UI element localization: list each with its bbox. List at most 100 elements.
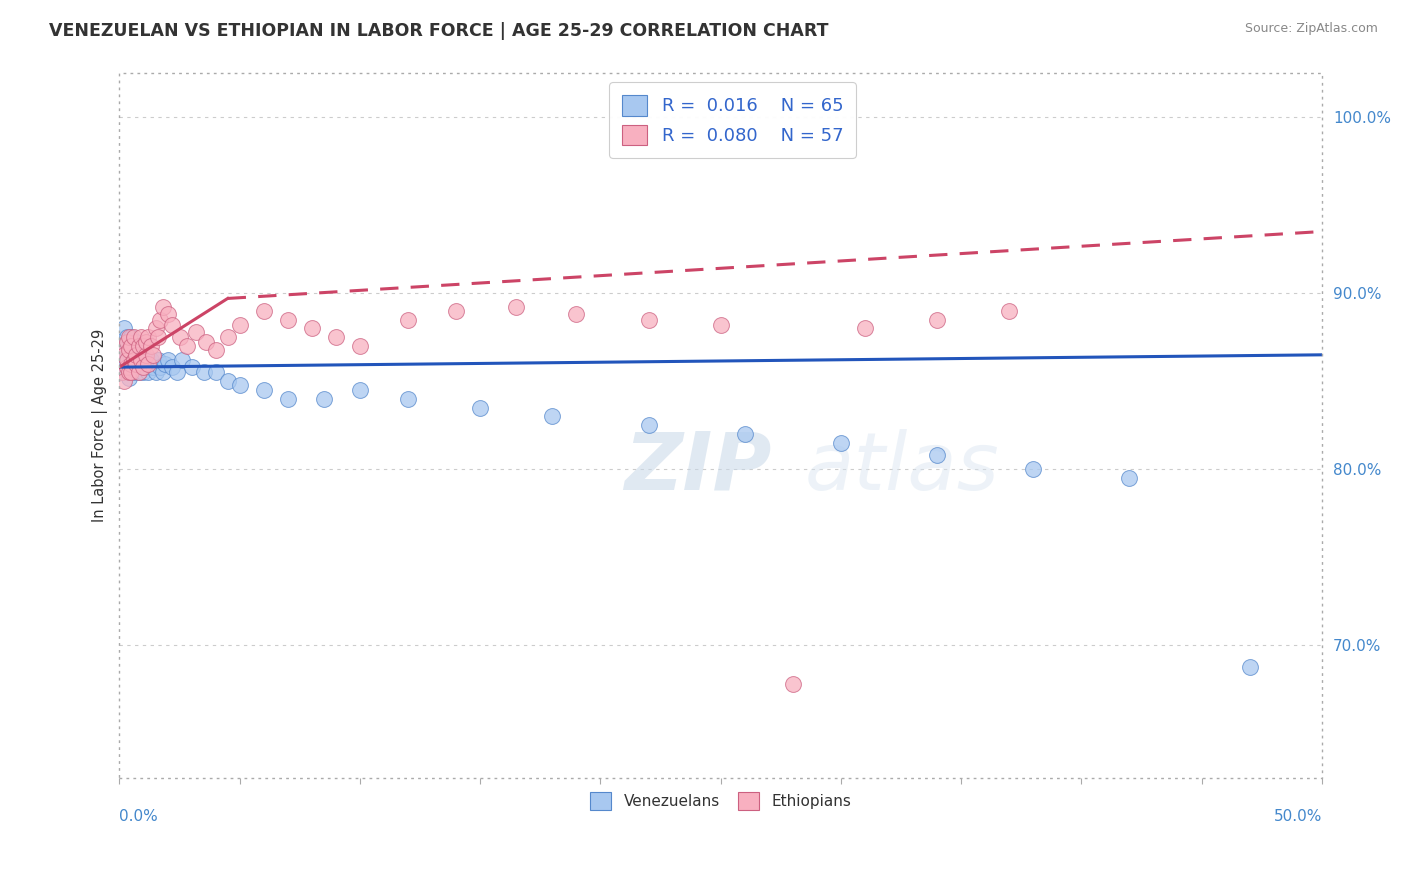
Point <box>169 330 191 344</box>
Point <box>121 351 143 366</box>
Point <box>162 360 184 375</box>
Point <box>146 353 169 368</box>
Point <box>149 360 172 375</box>
Point <box>166 366 188 380</box>
Point <box>734 427 756 442</box>
Point <box>135 348 157 362</box>
Point <box>228 318 250 332</box>
Point <box>125 357 148 371</box>
Point <box>125 335 148 350</box>
Point <box>156 353 179 368</box>
Point <box>122 339 145 353</box>
Point <box>112 321 135 335</box>
Point <box>186 325 208 339</box>
Point <box>118 366 141 380</box>
Point <box>145 321 167 335</box>
Point <box>830 436 852 450</box>
Point <box>111 357 134 371</box>
Point <box>129 330 152 344</box>
Point <box>112 339 135 353</box>
Point <box>153 357 176 371</box>
Point <box>396 392 419 406</box>
Point <box>132 339 155 353</box>
Point <box>121 357 143 371</box>
Point <box>122 353 145 368</box>
Point <box>115 360 138 375</box>
Point <box>115 330 138 344</box>
Point <box>253 383 276 397</box>
Point <box>136 357 159 371</box>
Point <box>1239 659 1261 673</box>
Point <box>111 366 134 380</box>
Point <box>312 392 335 406</box>
Point <box>301 321 323 335</box>
Point <box>115 360 138 375</box>
Text: 50.0%: 50.0% <box>1274 809 1322 824</box>
Point <box>121 366 143 380</box>
Point <box>136 330 159 344</box>
Point <box>122 357 145 371</box>
Point <box>505 300 527 314</box>
Point <box>349 383 371 397</box>
Point <box>128 366 150 380</box>
Point <box>853 321 876 335</box>
Point <box>112 348 135 362</box>
Point <box>136 357 159 371</box>
Point <box>162 318 184 332</box>
Point <box>121 339 143 353</box>
Point <box>204 366 226 380</box>
Point <box>118 370 141 384</box>
Point <box>565 307 588 321</box>
Point <box>118 346 141 360</box>
Point <box>128 339 150 353</box>
Text: ZIP: ZIP <box>624 428 772 507</box>
Point <box>118 330 141 344</box>
Point <box>156 307 179 321</box>
Point <box>121 360 143 375</box>
Point <box>152 300 174 314</box>
Point <box>204 343 226 357</box>
Point <box>129 357 152 371</box>
Point <box>135 360 157 375</box>
Point <box>1022 462 1045 476</box>
Point <box>122 330 145 344</box>
Point <box>115 353 138 368</box>
Point <box>927 312 949 326</box>
Point <box>998 303 1021 318</box>
Point <box>145 366 167 380</box>
Point <box>444 303 467 318</box>
Text: VENEZUELAN VS ETHIOPIAN IN LABOR FORCE | AGE 25-29 CORRELATION CHART: VENEZUELAN VS ETHIOPIAN IN LABOR FORCE |… <box>49 22 828 40</box>
Point <box>112 348 135 362</box>
Point <box>349 339 371 353</box>
Point <box>470 401 492 415</box>
Point <box>710 318 733 332</box>
Point <box>118 343 141 357</box>
Point <box>253 303 276 318</box>
Point <box>121 344 143 359</box>
Point <box>139 353 162 368</box>
Point <box>128 339 150 353</box>
Point <box>111 339 134 353</box>
Point <box>122 366 145 380</box>
Legend: Venezuelans, Ethiopians: Venezuelans, Ethiopians <box>583 786 858 815</box>
Point <box>118 339 141 353</box>
Point <box>135 353 157 368</box>
Point <box>176 339 198 353</box>
Point <box>1118 471 1140 485</box>
Point <box>132 366 155 380</box>
Point <box>149 312 172 326</box>
Point <box>115 353 138 368</box>
Point <box>637 312 659 326</box>
Point <box>115 335 138 350</box>
Point <box>129 353 152 368</box>
Point <box>277 312 299 326</box>
Point <box>195 335 218 350</box>
Point <box>121 330 143 344</box>
Text: Source: ZipAtlas.com: Source: ZipAtlas.com <box>1244 22 1378 36</box>
Y-axis label: In Labor Force | Age 25-29: In Labor Force | Age 25-29 <box>93 328 108 522</box>
Point <box>132 348 155 362</box>
Point <box>129 353 152 368</box>
Point <box>782 677 804 691</box>
Point <box>146 330 169 344</box>
Point <box>325 330 347 344</box>
